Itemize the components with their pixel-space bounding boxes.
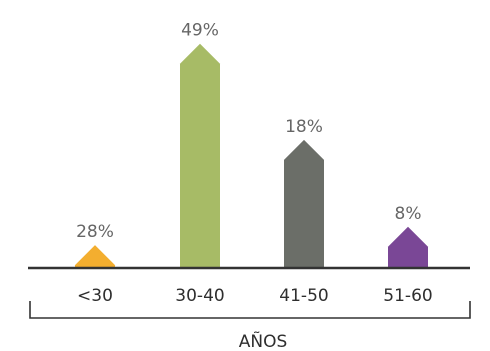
x-axis-title: AÑOS: [239, 330, 288, 351]
category-labels-group: <30 30-40 41-50 51-60: [77, 286, 433, 306]
data-label-3: 18%: [285, 117, 323, 137]
data-label-4: 8%: [395, 204, 422, 224]
category-label-2: 30-40: [175, 286, 224, 306]
category-label-4: 51-60: [383, 286, 432, 306]
data-label-2: 49%: [181, 21, 219, 41]
bar-4: [388, 226, 428, 268]
category-label-3: 41-50: [279, 286, 328, 306]
bars-group: 28% 49% 18% 8%: [75, 21, 428, 268]
bar-1: [75, 245, 115, 268]
category-label-1: <30: [77, 286, 113, 306]
data-label-1: 28%: [76, 222, 114, 242]
bar-3: [284, 139, 324, 268]
x-axis-bracket: [29, 301, 471, 319]
bar-2: [180, 43, 220, 268]
